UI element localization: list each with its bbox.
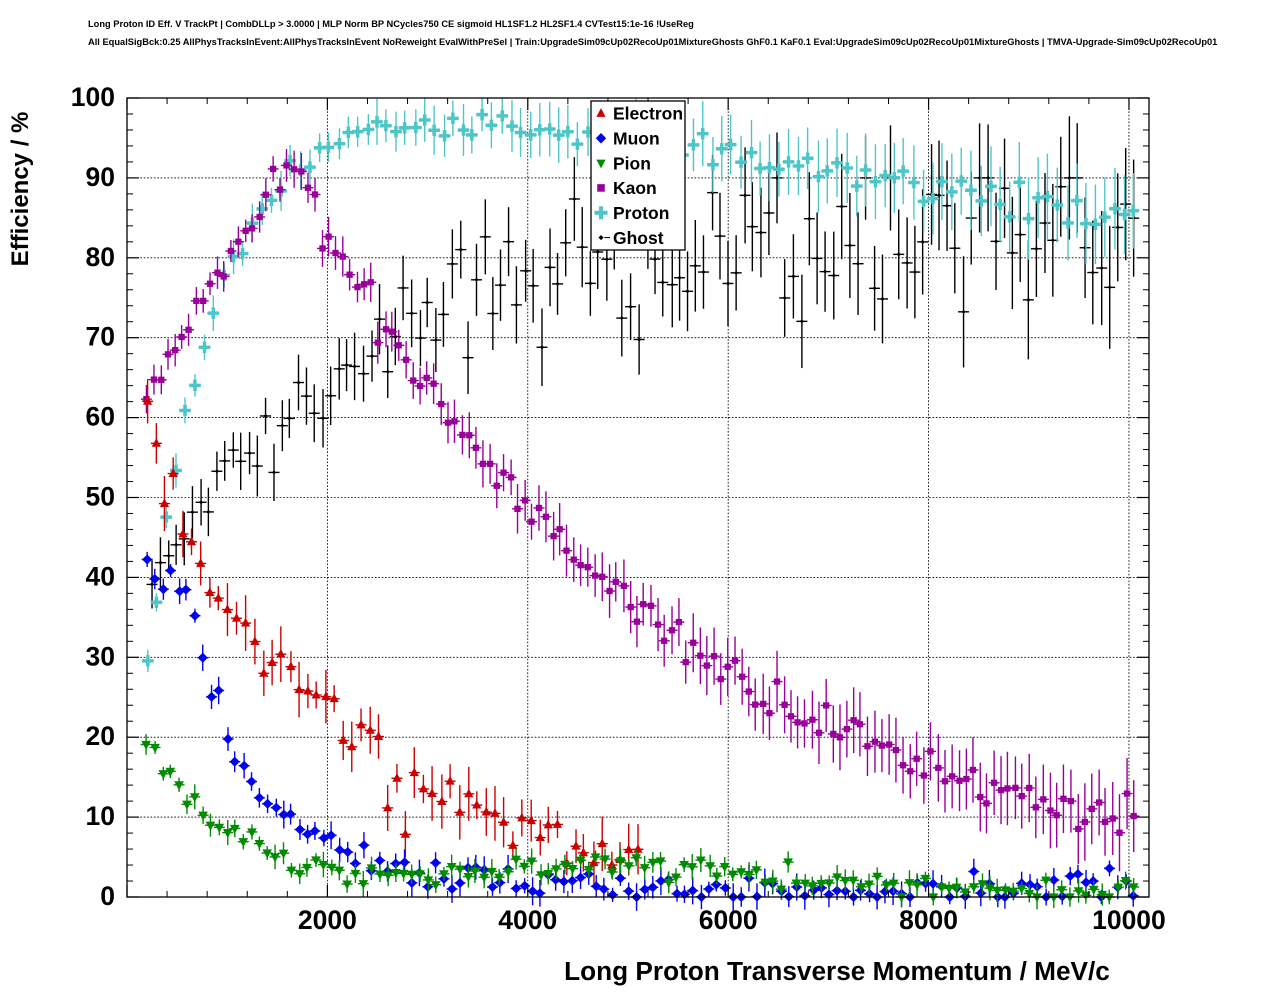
svg-text:2000: 2000 [298,905,357,935]
svg-text:10: 10 [86,801,115,831]
svg-text:60: 60 [86,402,115,432]
svg-text:0: 0 [100,881,115,911]
svg-text:Ghost: Ghost [613,228,664,248]
svg-text:Electron: Electron [613,104,683,124]
svg-text:Pion: Pion [613,153,651,173]
svg-text:Kaon: Kaon [613,178,657,198]
svg-text:70: 70 [86,322,115,352]
svg-text:Long Proton Transverse Momentu: Long Proton Transverse Momentum / MeV/c [564,956,1110,986]
svg-text:90: 90 [86,162,115,192]
svg-text:Muon: Muon [613,128,660,148]
svg-text:100: 100 [71,82,115,112]
svg-text:Long Proton ID Eff. V TrackPt: Long Proton ID Eff. V TrackPt | CombDLLp… [88,19,694,29]
svg-text:20: 20 [86,721,115,751]
svg-text:Proton: Proton [613,203,669,223]
svg-text:Efficiency / %: Efficiency / % [7,112,34,267]
svg-text:30: 30 [86,641,115,671]
svg-text:All EqualSigBck:0.25 AllPhysTr: All EqualSigBck:0.25 AllPhysTracksInEven… [88,37,1217,47]
svg-text:80: 80 [86,242,115,272]
svg-text:8000: 8000 [899,905,958,935]
svg-text:40: 40 [86,561,115,591]
svg-text:4000: 4000 [498,905,557,935]
svg-text:6000: 6000 [699,905,758,935]
svg-text:10000: 10000 [1092,905,1166,935]
svg-text:50: 50 [86,482,115,512]
